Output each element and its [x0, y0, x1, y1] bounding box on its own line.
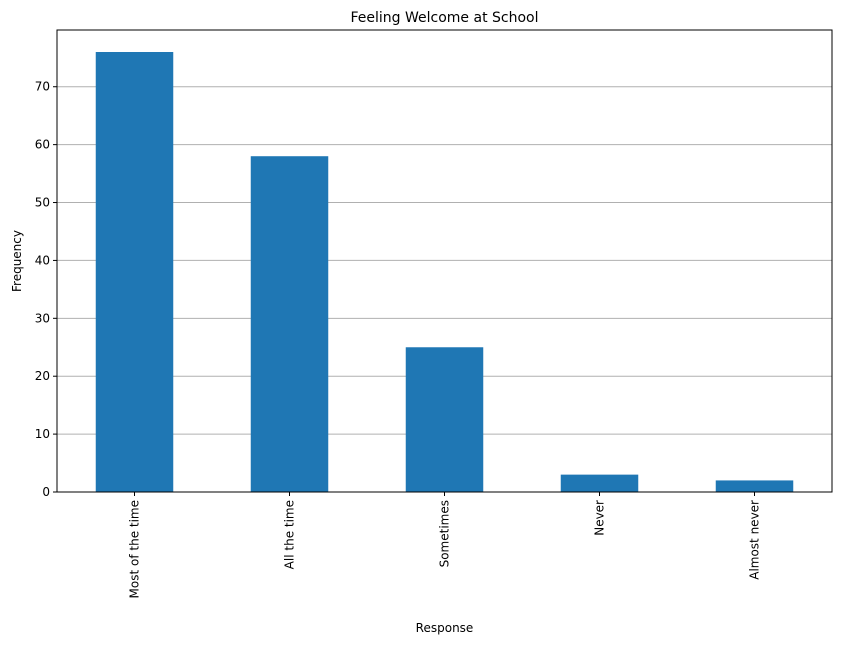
x-tick-label: Never: [593, 500, 607, 536]
x-tick-label: All the time: [283, 500, 297, 569]
bar: [560, 474, 639, 492]
x-axis-title: Response: [416, 621, 474, 635]
y-axis-ticks: 0 10 20 30 40 50 60 70: [35, 80, 57, 499]
x-tick-label: Sometimes: [438, 500, 452, 567]
y-tick-label: 70: [35, 80, 50, 94]
x-tick-label: Almost never: [748, 500, 762, 580]
bar: [405, 347, 484, 492]
bar: [95, 52, 174, 492]
y-tick-label: 0: [42, 485, 50, 499]
y-tick-label: 60: [35, 138, 50, 152]
y-tick-label: 30: [35, 311, 50, 325]
y-tick-label: 40: [35, 253, 50, 267]
y-tick-label: 20: [35, 369, 50, 383]
bars: [95, 52, 794, 493]
y-tick-label: 10: [35, 427, 50, 441]
bar: [250, 156, 329, 493]
x-tick-label: Most of the time: [128, 500, 142, 598]
bar: [715, 480, 794, 492]
y-axis-title: Frequency: [10, 230, 24, 292]
y-tick-label: 50: [35, 196, 50, 210]
chart-title: Feeling Welcome at School: [351, 10, 539, 26]
x-axis-ticks: Most of the time All the time Sometimes Nev…: [128, 492, 762, 598]
